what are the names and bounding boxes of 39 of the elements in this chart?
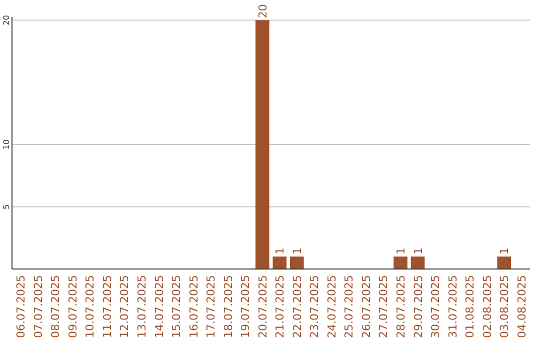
x-tick-label: 03.08.2025 [498, 275, 512, 338]
data-label: 1 [274, 248, 287, 255]
x-tick-label: 22.07.2025 [290, 275, 304, 338]
x-tick-label: 25.07.2025 [342, 275, 356, 338]
y-tick-label: 10 [2, 139, 11, 150]
x-tick-label: 24.07.2025 [325, 275, 338, 338]
data-label: 1 [394, 248, 408, 255]
y-tick-label: 5 [2, 204, 11, 210]
x-tick-label: 01.08.2025 [464, 275, 477, 338]
x-tick-label: 08.07.2025 [49, 275, 62, 338]
x-tick-label: 30.07.2025 [429, 275, 442, 338]
data-label: 1 [498, 248, 512, 255]
x-tick-label: 27.07.2025 [377, 275, 390, 338]
x-tick-label: 09.07.2025 [66, 275, 80, 338]
x-tick-label: 12.07.2025 [118, 275, 132, 338]
x-tick-label: 20.07.2025 [256, 275, 270, 338]
x-tick-label: 18.07.2025 [222, 275, 235, 338]
x-tick-label: 19.07.2025 [239, 275, 252, 338]
x-tick-label: 28.07.2025 [394, 275, 408, 338]
x-tick-label: 06.07.2025 [14, 275, 28, 338]
data-label: 1 [290, 248, 304, 255]
x-tick-label: 13.07.2025 [136, 275, 148, 338]
y-tick-label: 20 [2, 15, 11, 26]
x-tick-label: 10.07.2025 [84, 275, 97, 338]
x-tick-label: 31.07.2025 [446, 275, 460, 338]
x-tick-label: 02.08.2025 [480, 275, 494, 338]
x-tick-label: 14.07.2025 [152, 275, 166, 338]
x-tick-label: 07.07.2025 [32, 275, 45, 338]
x-tick-label: 17.07.2025 [204, 275, 218, 338]
x-tick-label: 15.07.2025 [170, 275, 184, 338]
x-tick-label: 16.07.2025 [187, 275, 200, 338]
x-tick-label: 11.07.2025 [100, 275, 114, 338]
x-tick-label: 04.08.2025 [515, 275, 528, 338]
data-label: 1 [412, 248, 425, 255]
data-label: 20 [256, 4, 270, 18]
x-tick-label: 23.07.2025 [308, 275, 322, 338]
x-tick-label: 21.07.2025 [274, 275, 287, 338]
x-tick-label: 26.07.2025 [360, 275, 373, 338]
x-tick-label: 29.07.2025 [412, 275, 425, 338]
